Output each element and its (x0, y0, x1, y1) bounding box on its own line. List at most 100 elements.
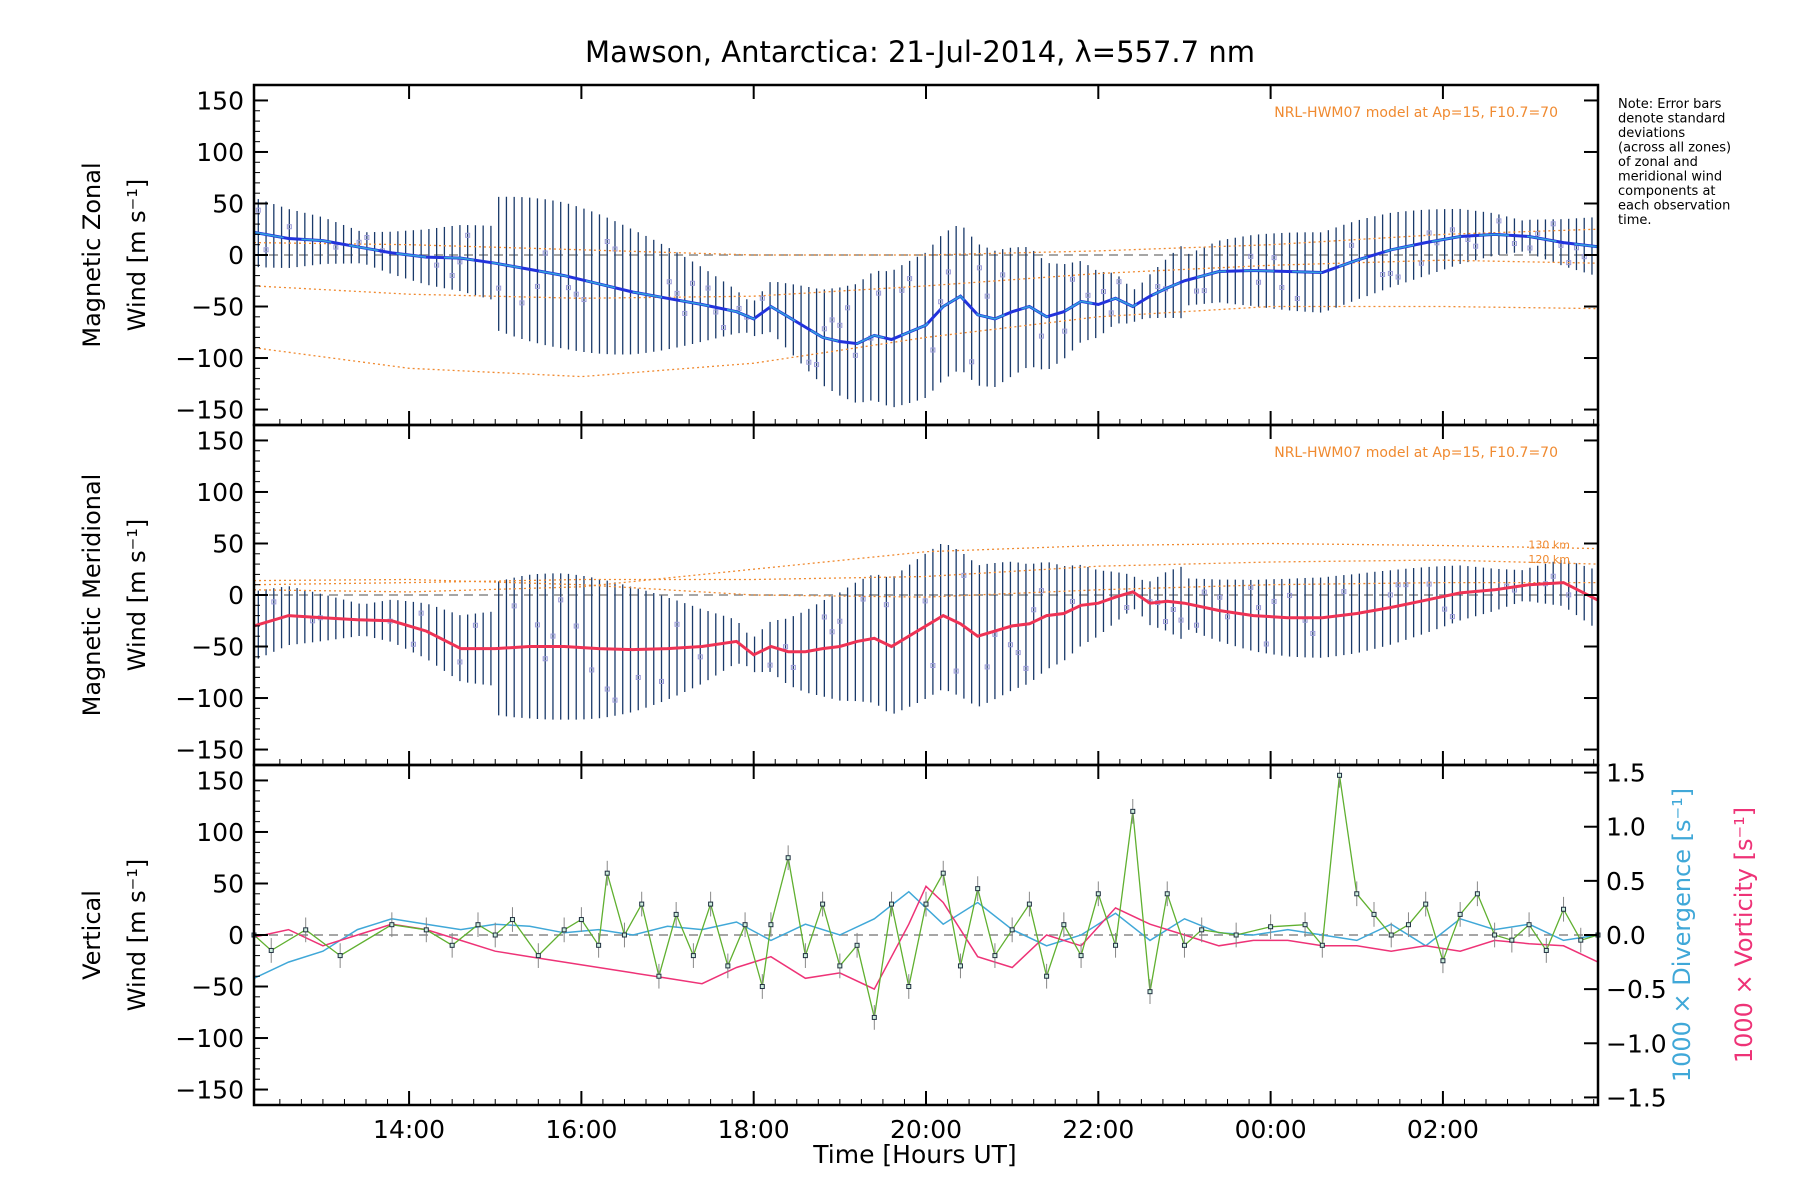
zone-sample (783, 644, 789, 650)
zone-sample (1194, 622, 1200, 628)
zone-sample (263, 247, 269, 253)
vertical-wind-point (475, 922, 481, 928)
vertical-wind-point (1199, 927, 1205, 933)
vertical-wind-point (656, 973, 662, 979)
vertical-wind-point (837, 963, 843, 969)
zone-sample (1248, 253, 1254, 259)
zone-sample (1527, 245, 1533, 251)
vertical-wind-point (975, 886, 981, 892)
vertical-wind-point (1061, 922, 1067, 928)
model-altitude-label: 120 km (1528, 553, 1570, 566)
y-tick-label: −100 (175, 344, 244, 373)
y-tick-label: 150 (196, 766, 244, 795)
zone-sample (1015, 650, 1021, 656)
vertical-wind-point (1405, 922, 1411, 928)
y-tick-label: 50 (212, 189, 244, 218)
zone-sample (1287, 592, 1293, 598)
zone-sample (534, 622, 540, 628)
meridional-mean-line (253, 581, 1599, 657)
zone-sample (829, 629, 835, 635)
y2-label-vorticity: 1000 × Vorticity [s⁻¹] (1730, 807, 1758, 1063)
vertical-wind-point (1268, 924, 1274, 930)
zone-sample (1163, 619, 1169, 625)
zone-sample (1271, 255, 1277, 261)
vertical-wind-point (1233, 932, 1239, 938)
zone-sample (1403, 582, 1409, 588)
y-tick-label: −150 (175, 1076, 244, 1105)
y2-tick-label: −1.5 (1606, 1083, 1667, 1112)
vertical-wind-point (820, 901, 826, 907)
vertical-wind-point (1147, 989, 1153, 995)
vertical-wind-points (251, 762, 1601, 1030)
y-tick-label: 0 (228, 921, 244, 950)
y-tick-label: 0 (228, 581, 244, 610)
x-tick-label: 14:00 (373, 1115, 445, 1144)
zone-sample (736, 305, 742, 311)
zone-sample (829, 317, 835, 323)
vertical-wind-point (1492, 932, 1498, 938)
zone-sample (364, 234, 370, 240)
zone-sample (1449, 614, 1455, 620)
zone-sample (1085, 292, 1091, 298)
zone-sample (457, 659, 463, 665)
vertical-wind-point (906, 984, 912, 990)
vertical-wind-point (742, 922, 748, 928)
zone-sample (713, 309, 719, 315)
y2-tick-label: 0.5 (1606, 867, 1646, 896)
vertical-wind-point (268, 947, 274, 953)
zone-sample (472, 622, 478, 628)
zone-sample (883, 602, 889, 608)
zone-sample (410, 641, 416, 647)
zone-sample (635, 674, 641, 680)
zone-sample (1387, 270, 1393, 276)
vertical-wind-point (1526, 922, 1532, 928)
vertical-wind-point (1474, 891, 1480, 897)
vertical-wind-point (1026, 901, 1032, 907)
zone-sample (1201, 589, 1207, 595)
zone-sample (953, 668, 959, 674)
zone-sample (814, 362, 820, 368)
zone-sample (1263, 641, 1269, 647)
zone-sample (899, 287, 905, 293)
vertical-wind-point (1457, 911, 1463, 917)
vertical-wind-point (604, 870, 610, 876)
zone-sample (465, 232, 471, 238)
zone-sample (1100, 289, 1106, 295)
model-curve (253, 305, 1599, 378)
vertical-wind-point (535, 953, 541, 959)
zone-sample (837, 322, 843, 328)
zone-sample (1535, 231, 1541, 237)
zone-sample (976, 265, 982, 271)
y2-tick-label: 1.5 (1606, 759, 1646, 788)
zone-sample (271, 599, 277, 605)
y2-tick-label: 0.0 (1606, 921, 1646, 950)
chart-title: Mawson, Antarctica: 21-Jul-2014, λ=557.7… (585, 35, 1255, 69)
vertical-wind-point (854, 942, 860, 948)
vertical-wind-point (1130, 808, 1136, 814)
vertical-wind-point (492, 932, 498, 938)
zone-sample (1550, 221, 1556, 227)
zone-sample (659, 678, 665, 684)
zone-sample (806, 359, 812, 365)
zone-sample (674, 290, 680, 296)
zone-sample (1380, 272, 1386, 278)
zone-sample (969, 359, 975, 365)
zone-sample (1310, 630, 1316, 636)
zone-sample (984, 293, 990, 299)
vertical-wind-point (1440, 958, 1446, 964)
y-tick-label: 0 (228, 241, 244, 270)
zone-sample (984, 664, 990, 670)
vertical-wind-point (1578, 937, 1584, 943)
vertical-wind-point (992, 953, 998, 959)
model-altitude-label: 130 km (1528, 539, 1570, 552)
model-curve (253, 559, 1599, 586)
zone-sample (558, 597, 564, 603)
vertical-wind-point (1095, 891, 1101, 897)
zone-sample (1256, 279, 1262, 285)
zone-sample (1573, 245, 1579, 251)
vertical-wind-point (423, 927, 429, 933)
zone-sample (666, 279, 672, 285)
zone-sample (612, 697, 618, 703)
y-tick-label: 150 (196, 86, 244, 115)
zone-sample (1217, 594, 1223, 600)
